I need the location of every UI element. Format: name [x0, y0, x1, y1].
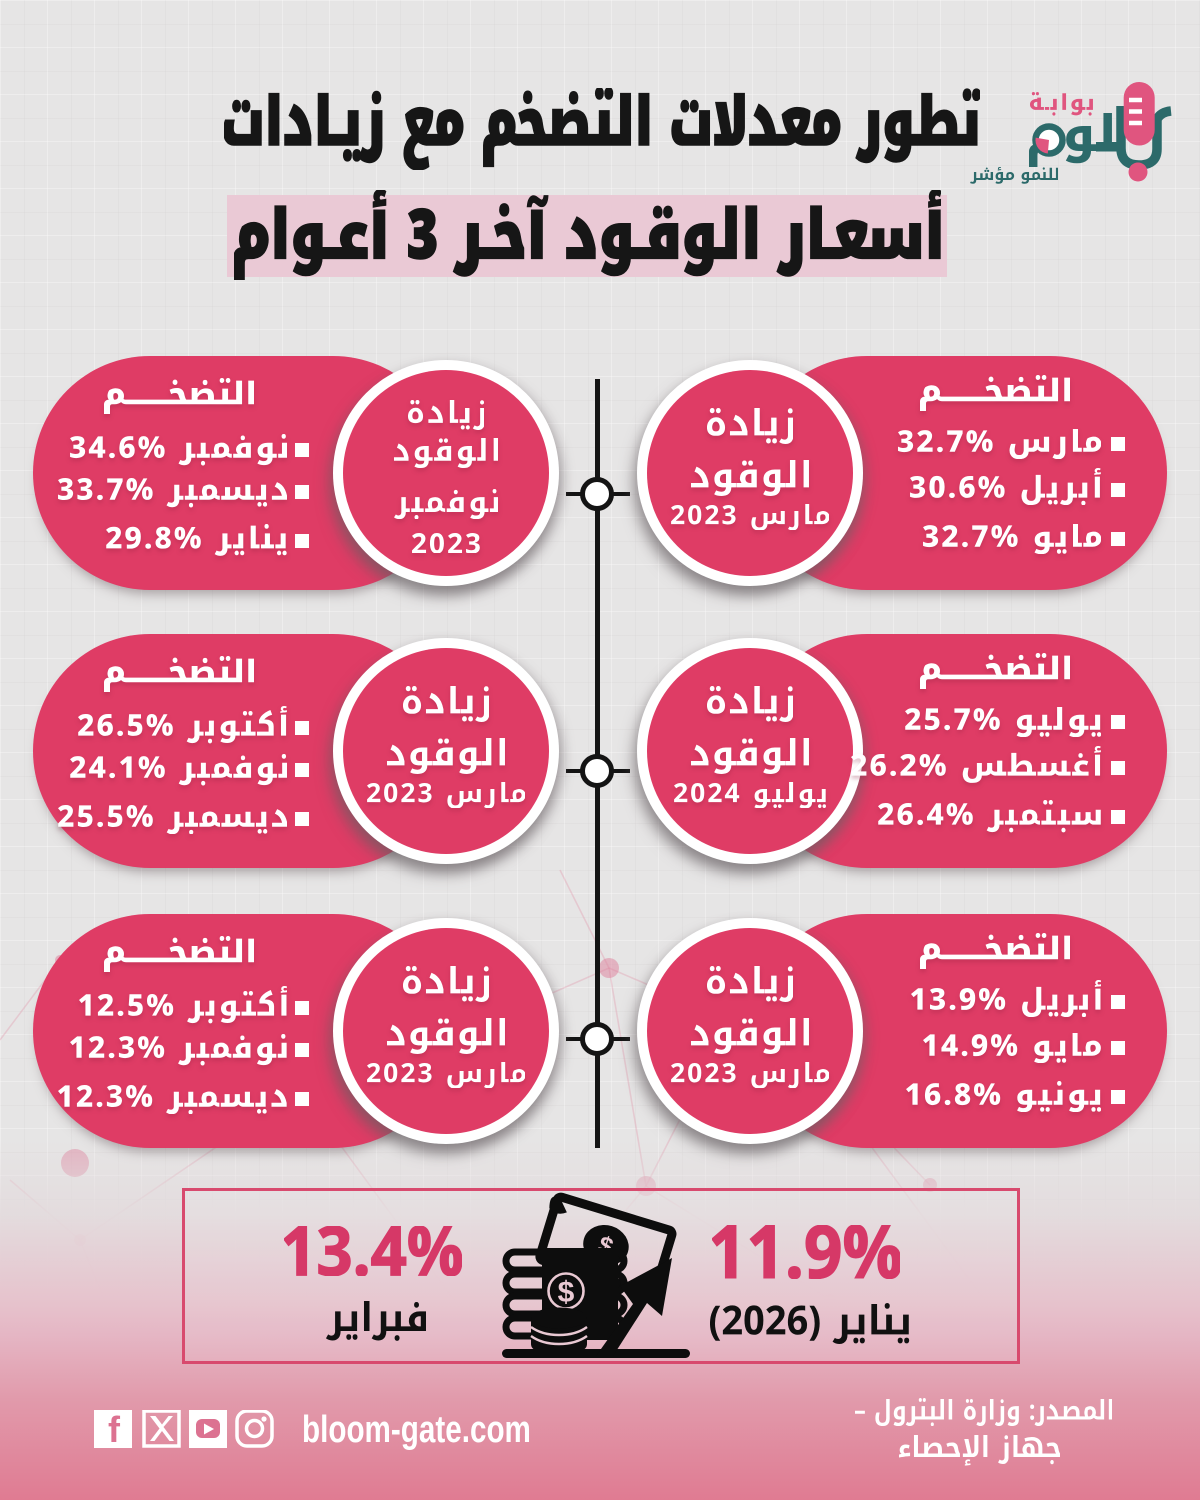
svg-text:$: $	[558, 1276, 575, 1309]
svg-text:f: f	[108, 1410, 121, 1448]
